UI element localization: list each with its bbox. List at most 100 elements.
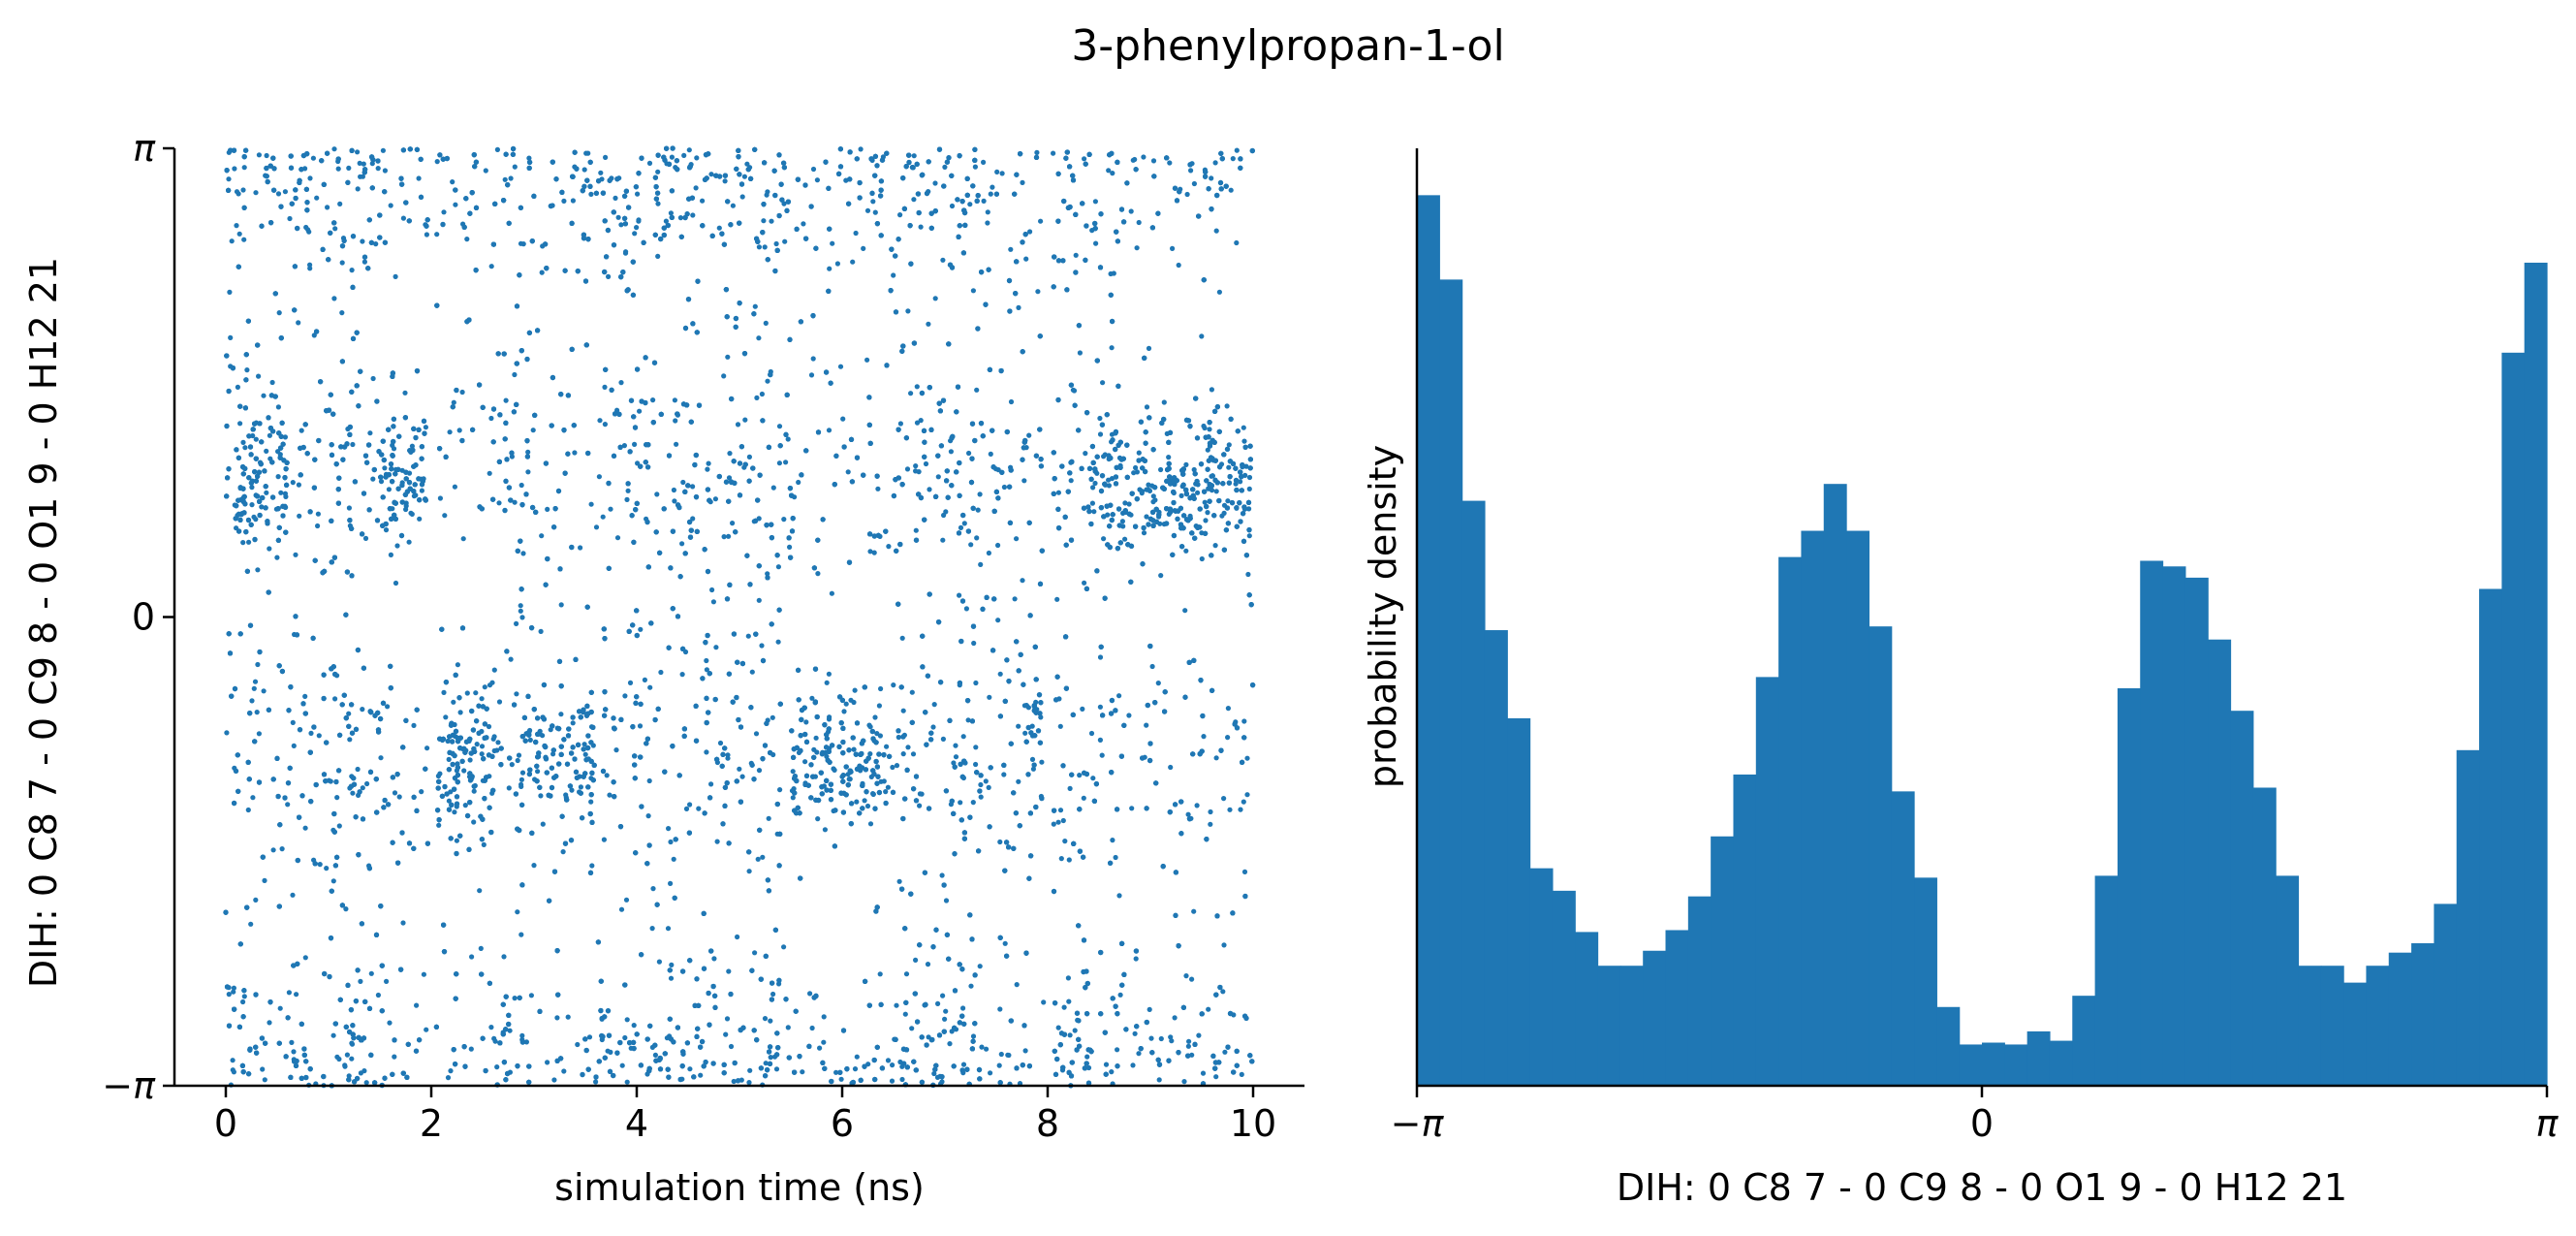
scatter-point [865, 1062, 871, 1067]
scatter-point [1150, 158, 1157, 164]
scatter-point [1208, 821, 1213, 827]
scatter-point [914, 384, 920, 390]
scatter-point [474, 742, 480, 747]
scatter-point [1147, 1006, 1152, 1012]
scatter-point [984, 1046, 990, 1052]
scatter-point [704, 667, 710, 673]
scatter-point [809, 695, 815, 701]
scatter-point [501, 954, 507, 960]
scatter-point [290, 892, 296, 898]
scatter-point [658, 669, 664, 676]
scatter-point [1029, 756, 1036, 763]
scatter-point [760, 854, 766, 860]
scatter-point [885, 1058, 892, 1063]
scatter-point [540, 821, 546, 827]
scatter-point [618, 906, 625, 912]
scatter-point [1097, 431, 1104, 437]
scatter-point [1038, 714, 1044, 720]
scatter-point [637, 723, 644, 729]
scatter-point [1022, 730, 1028, 736]
scatter-point [821, 1014, 827, 1020]
scatter-point [756, 597, 762, 603]
scatter-point [388, 552, 393, 558]
scatter-point [358, 978, 363, 985]
scatter-point [267, 432, 272, 438]
scatter-point [951, 760, 957, 766]
scatter-point [256, 152, 262, 158]
scatter-point [396, 794, 402, 800]
scatter-point [773, 1066, 780, 1072]
scatter-point [690, 516, 696, 522]
scatter-point [1146, 345, 1152, 351]
scatter-point [870, 199, 876, 205]
scatter-point [890, 1062, 895, 1068]
scatter-point [1100, 380, 1106, 386]
scatter-point [419, 789, 424, 795]
scatter-point [1131, 470, 1137, 476]
scatter-point [683, 806, 690, 812]
scatter-point [622, 250, 629, 256]
scatter-point [827, 266, 832, 271]
scatter-point [378, 755, 384, 761]
scatter-point [446, 756, 452, 763]
scatter-point [966, 450, 972, 457]
scatter-point [867, 724, 873, 730]
scatter-point [491, 747, 497, 754]
scatter-point [531, 863, 537, 869]
scatter-points [223, 145, 1256, 1089]
scatter-point [746, 869, 752, 874]
scatter-point [867, 549, 873, 555]
scatter-point [370, 375, 376, 382]
scatter-point [775, 639, 781, 645]
scatter-point [721, 534, 727, 540]
scatter-point [646, 777, 652, 784]
scatter-point [1183, 461, 1189, 467]
scatter-point [519, 615, 525, 620]
scatter-point [669, 962, 675, 968]
scatter-point [392, 790, 398, 796]
scatter-point [654, 491, 660, 497]
scatter-point [656, 959, 663, 965]
scatter-point [1105, 512, 1111, 518]
scatter-point [1221, 510, 1227, 517]
scatter-point [971, 640, 977, 647]
scatter-point [791, 786, 797, 792]
scatter-point [473, 690, 479, 696]
scatter-point [250, 795, 256, 801]
scatter-point [998, 1051, 1004, 1058]
scatter-point [421, 971, 426, 977]
scatter-point [302, 693, 308, 700]
scatter-point [613, 195, 618, 201]
scatter-point [1244, 792, 1250, 798]
scatter-point [1181, 1079, 1187, 1085]
scatter-point [1241, 799, 1246, 805]
scatter-point [290, 719, 296, 726]
scatter-point [669, 154, 675, 160]
scatter-point [1089, 500, 1095, 506]
scatter-point [346, 505, 352, 511]
scatter-point [596, 474, 603, 480]
scatter-point [1055, 1025, 1061, 1030]
scatter-point [479, 696, 485, 702]
scatter-point [1149, 663, 1155, 670]
scatter-point [550, 751, 556, 757]
scatter-point [1008, 398, 1015, 405]
scatter-point [325, 205, 330, 210]
scatter-point [694, 155, 700, 161]
scatter-point [1208, 808, 1213, 815]
scatter-point [514, 620, 519, 627]
scatter-point [1207, 427, 1212, 432]
scatter-point [1136, 450, 1142, 456]
scatter-point [725, 354, 731, 360]
scatter-point [578, 545, 583, 551]
scatter-point [1066, 857, 1072, 863]
scatter-point [1228, 187, 1234, 193]
scatter-point [1099, 752, 1105, 758]
scatter-point [602, 422, 609, 428]
scatter-point [1122, 536, 1128, 542]
scatter-point [343, 906, 349, 912]
scatter-point [471, 788, 477, 794]
scatter-point [275, 474, 281, 480]
scatter-point [1167, 160, 1173, 166]
scatter-point [331, 296, 337, 301]
